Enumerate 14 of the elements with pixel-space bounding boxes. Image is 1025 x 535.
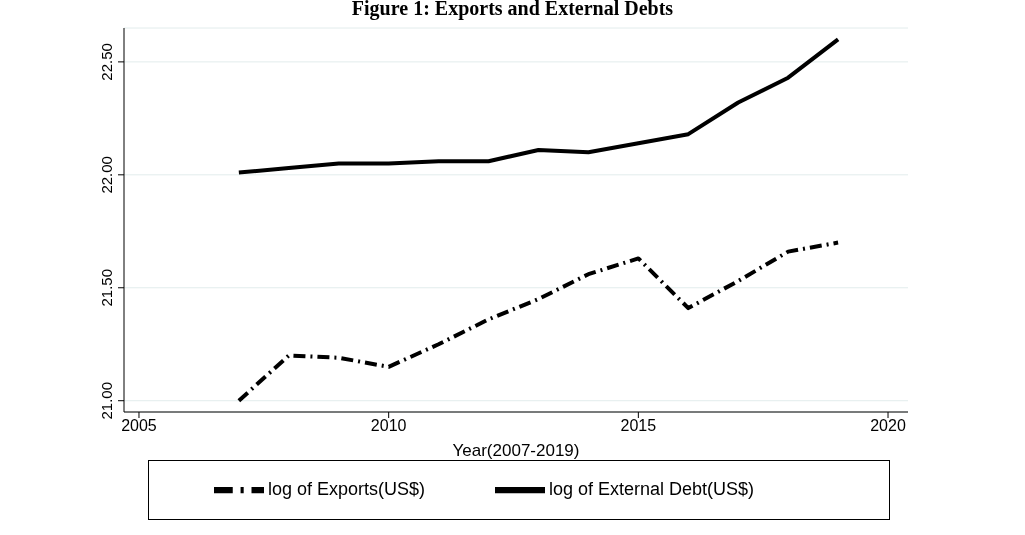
y-tick-label: 22.50 xyxy=(98,43,115,81)
legend-label: log of External Debt(US$) xyxy=(548,478,755,499)
x-axis-title: Year(2007-2019) xyxy=(452,441,580,460)
legend-label: log of Exports(US$) xyxy=(267,478,425,499)
x-tick-label: 2020 xyxy=(870,417,906,435)
y-tick-label: 21.50 xyxy=(98,268,115,307)
x-tick-label: 2005 xyxy=(121,417,157,435)
line-series xyxy=(236,240,841,403)
y-tick-label: 22.00 xyxy=(98,156,115,194)
y-tick-label: 21.00 xyxy=(98,381,115,420)
x-tick-label: 2010 xyxy=(370,417,407,435)
x-tick-label: 2015 xyxy=(620,417,657,435)
chart-title: Figure 1: Exports and External Debts xyxy=(350,0,675,20)
line-series xyxy=(236,37,841,175)
